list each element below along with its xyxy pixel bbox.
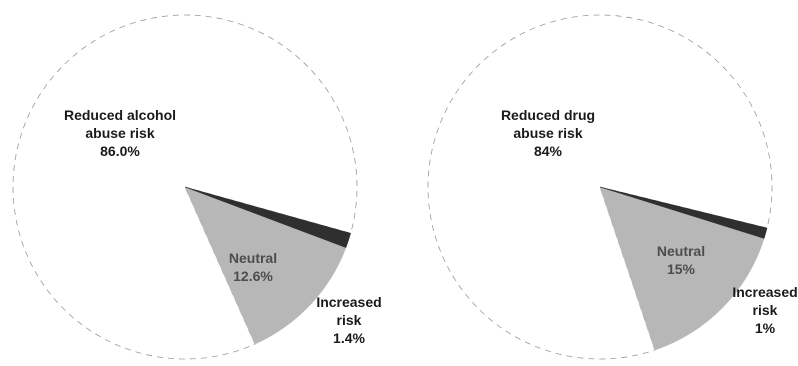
slice-value-label: 1% xyxy=(755,320,776,336)
slice-value-label: 84% xyxy=(534,143,563,159)
slice-name-label: Neutral xyxy=(657,243,705,259)
pie-slice-2-2 xyxy=(599,186,765,351)
slice-name-label: Reduced drug xyxy=(501,107,595,123)
slice-name-label: risk xyxy=(753,302,778,318)
pie-slice-1-3 xyxy=(184,186,351,248)
slice-value-label: 1.4% xyxy=(333,330,365,346)
pie-label-1-2: Neutral 12.6% xyxy=(229,250,277,284)
pie-chart-2: Reduced drug abuse risk 84% Neutral 15% Incre… xyxy=(427,14,798,360)
slice-name-label: Neutral xyxy=(229,250,277,266)
pie-label-1-3: Increased risk 1.4% xyxy=(316,294,381,346)
slice-name-label: risk xyxy=(337,312,362,328)
pie-slice-2-1 xyxy=(427,14,773,360)
pie-slice-2-3 xyxy=(599,186,768,239)
slice-name-label: Increased xyxy=(316,294,381,310)
slice-name-label: Increased xyxy=(732,284,797,300)
pie-slice-1-2 xyxy=(184,186,347,345)
pie-label-2-2: Neutral 15% xyxy=(657,243,705,277)
slice-name-label: abuse risk xyxy=(513,125,582,141)
pie-label-2-3: Increased risk 1% xyxy=(732,284,797,336)
slice-value-label: 86.0% xyxy=(100,143,140,159)
slice-value-label: 12.6% xyxy=(233,268,273,284)
slice-name-label: Reduced alcohol xyxy=(64,107,176,123)
pie-label-2-1: Reduced drug abuse risk 84% xyxy=(501,107,595,159)
pie-label-1-1: Reduced alcohol abuse risk 86.0% xyxy=(64,107,176,159)
pie-chart-1: Reduced alcohol abuse risk 86.0% Neutral 12.… xyxy=(12,14,382,360)
slice-value-label: 15% xyxy=(667,261,696,277)
slice-name-label: abuse risk xyxy=(85,125,154,141)
